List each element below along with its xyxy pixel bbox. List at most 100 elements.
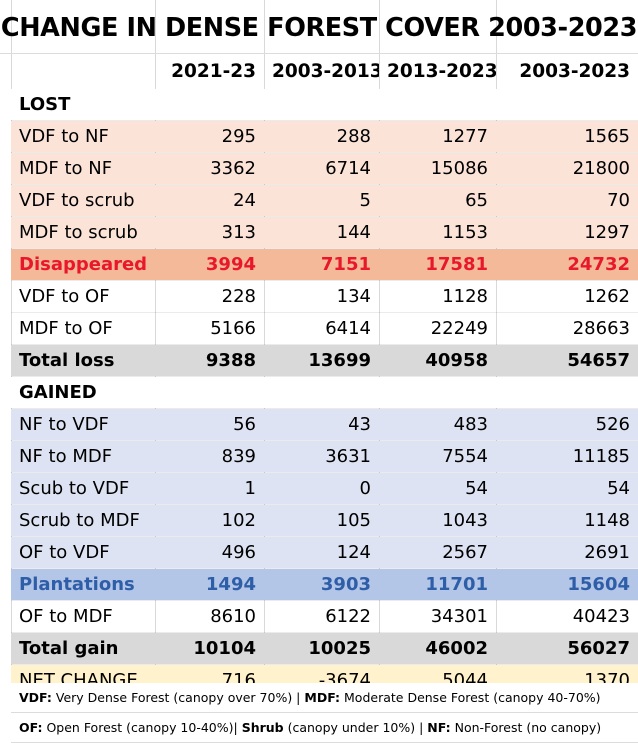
empty-cell (379, 376, 496, 409)
cell-value: 288 (264, 120, 379, 153)
cell-value: 228 (155, 280, 264, 313)
empty-cell (496, 376, 638, 409)
cell-value: 5 (264, 184, 379, 217)
row-label: OF to MDF (11, 600, 155, 633)
cell-value: 54657 (496, 344, 638, 377)
cell-value: 54 (379, 472, 496, 505)
legend-abbr: OF: (19, 720, 43, 735)
cell-value: 496 (155, 536, 264, 569)
table-row: Scrub to MDF 102 105 1043 1148 (11, 504, 638, 537)
column-header (11, 53, 155, 89)
legend-abbr: VDF: (19, 690, 52, 705)
row-label: MDF to OF (11, 312, 155, 345)
cell-value: 1 (155, 472, 264, 505)
cell-value: 144 (264, 216, 379, 249)
cell-value: 28663 (496, 312, 638, 345)
legend-text: Non-Forest (no canopy) (450, 720, 602, 735)
cell-value: 21800 (496, 152, 638, 185)
page-title: CHANGE IN DENSE FOREST COVER 2003-2023 (0, 13, 638, 43)
cell-value: 3362 (155, 152, 264, 185)
empty-cell (155, 376, 264, 409)
table-row: OF to MDF 8610 6122 34301 40423 (11, 600, 638, 633)
cell-value: 124 (264, 536, 379, 569)
cell-value: 3903 (264, 568, 379, 601)
cell-value: 105 (264, 504, 379, 537)
section-heading-gained: GAINED (11, 376, 638, 409)
cell-value: 9388 (155, 344, 264, 377)
cell-value: 11185 (496, 440, 638, 473)
cell-value: 13699 (264, 344, 379, 377)
cell-value: 11701 (379, 568, 496, 601)
table-row: OF to VDF 496 124 2567 2691 (11, 536, 638, 569)
table-row: MDF to scrub 313 144 1153 1297 (11, 216, 638, 249)
legend-line: VDF: Very Dense Forest (canopy over 70%)… (11, 683, 638, 713)
column-header: 2003-2013 (272, 60, 379, 82)
table-row: Scub to VDF 1 0 54 54 (11, 472, 638, 505)
row-label: Scrub to MDF (11, 504, 155, 537)
cell-value: 1262 (496, 280, 638, 313)
cell-value: 6122 (264, 600, 379, 633)
legend-text: Very Dense Forest (canopy over 70%) | (51, 690, 305, 705)
table-row: VDF to OF 228 134 1128 1262 (11, 280, 638, 313)
legend-abbr: Shrub (241, 720, 284, 735)
cell-value: 483 (379, 408, 496, 441)
legend-abbr: MDF: (304, 690, 341, 705)
row-label: Disappeared (11, 248, 155, 281)
cell-value: 15604 (496, 568, 638, 601)
legend-text: (canopy under 10%) | (283, 720, 428, 735)
cell-value: 46002 (379, 632, 496, 665)
table-row: NF to MDF 839 3631 7554 11185 (11, 440, 638, 473)
row-label: NF to MDF (11, 440, 155, 473)
cell-value: 15086 (379, 152, 496, 185)
cell-value: 1277 (379, 120, 496, 153)
cell-value: 3631 (264, 440, 379, 473)
row-label: Scub to VDF (11, 472, 155, 505)
column-header: 2013-2023 (387, 60, 496, 82)
row-label: Plantations (11, 568, 155, 601)
legend-line: OF: Open Forest (canopy 10-40%)| Shrub (… (11, 713, 638, 743)
cell-value: 1494 (155, 568, 264, 601)
cell-value: 2691 (496, 536, 638, 569)
cell-value: 295 (155, 120, 264, 153)
cell-value: 7151 (264, 248, 379, 281)
cell-value: 313 (155, 216, 264, 249)
cell-value: 40958 (379, 344, 496, 377)
cell-value: 8610 (155, 600, 264, 633)
cell-value: 65 (379, 184, 496, 217)
cell-value: 3994 (155, 248, 264, 281)
cell-value: 6714 (264, 152, 379, 185)
cell-value: 1043 (379, 504, 496, 537)
cell-value: 102 (155, 504, 264, 537)
cell-value: 56 (155, 408, 264, 441)
cell-value: 5166 (155, 312, 264, 345)
row-label: VDF to OF (11, 280, 155, 313)
column-header: 2021-23 (171, 60, 256, 82)
cell-value: 1148 (496, 504, 638, 537)
legend-text: Open Forest (canopy 10-40%)| (42, 720, 242, 735)
cell-value: 40423 (496, 600, 638, 633)
cell-value: 134 (264, 280, 379, 313)
cell-value: 43 (264, 408, 379, 441)
column-header: 2003-2023 (519, 60, 630, 82)
total-loss-row: Total loss 9388 13699 40958 54657 (11, 344, 638, 377)
row-label: GAINED (11, 376, 155, 409)
plantations-row: Plantations 1494 3903 11701 15604 (11, 568, 638, 601)
cell-value: 1565 (496, 120, 638, 153)
table-row: VDF to NF 295 288 1277 1565 (11, 120, 638, 153)
row-label: VDF to scrub (11, 184, 155, 217)
row-label: Total loss (11, 344, 155, 377)
empty-cell (379, 89, 496, 121)
row-label: NF to VDF (11, 408, 155, 441)
forest-cover-table: 2021-23 2003-2013 2013-2023 2003-2023 LOST VD… (11, 53, 638, 697)
cell-value: 839 (155, 440, 264, 473)
cell-value: 1128 (379, 280, 496, 313)
cell-value: 34301 (379, 600, 496, 633)
row-label: MDF to NF (11, 152, 155, 185)
row-label: MDF to scrub (11, 216, 155, 249)
row-label: OF to VDF (11, 536, 155, 569)
cell-value: 22249 (379, 312, 496, 345)
table-row: MDF to OF 5166 6414 22249 28663 (11, 312, 638, 345)
gridline (0, 53, 638, 54)
cell-value: 2567 (379, 536, 496, 569)
cell-value: 10104 (155, 632, 264, 665)
